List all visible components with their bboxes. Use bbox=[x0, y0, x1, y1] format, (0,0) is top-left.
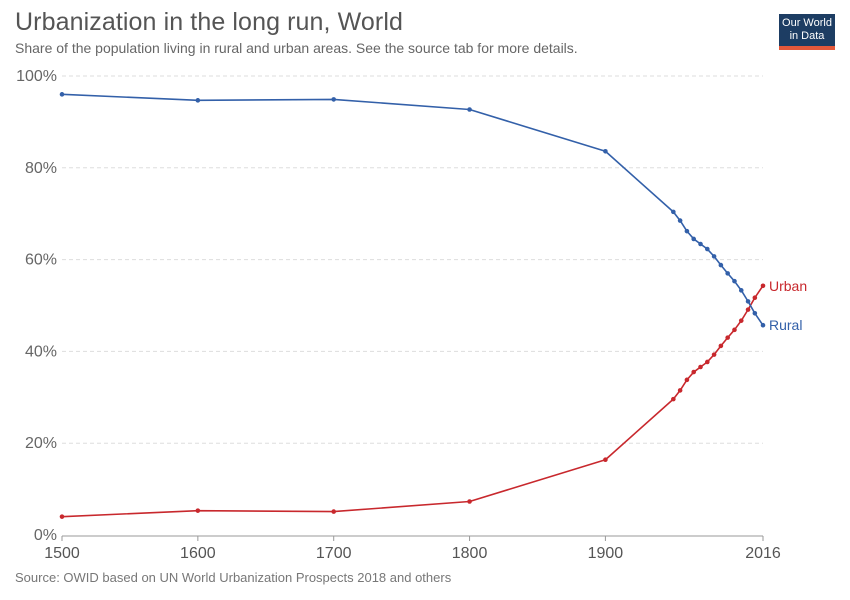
urban-data-point[interactable] bbox=[738, 318, 744, 323]
urban-data-point[interactable] bbox=[760, 283, 766, 289]
urban-data-point[interactable] bbox=[725, 335, 730, 340]
rural-data-point[interactable] bbox=[732, 278, 737, 284]
urban-data-point[interactable] bbox=[603, 457, 608, 463]
x-tick-label: 1700 bbox=[316, 545, 352, 562]
rural-data-point[interactable] bbox=[725, 271, 730, 276]
x-tick-label: 2016 bbox=[745, 545, 781, 562]
rural-series-line[interactable] bbox=[61, 93, 764, 326]
y-tick-label: 100% bbox=[16, 68, 57, 85]
rural-data-point[interactable] bbox=[705, 246, 710, 252]
urban-data-point[interactable] bbox=[711, 352, 717, 357]
x-tick-label: 1900 bbox=[588, 545, 624, 562]
urban-data-point[interactable] bbox=[745, 307, 751, 312]
chart-title: Urbanization in the long run, World bbox=[15, 8, 403, 36]
logo-line-2: in Data bbox=[789, 30, 825, 42]
rural-data-point[interactable] bbox=[677, 218, 683, 223]
rural-data-point[interactable] bbox=[698, 241, 703, 247]
rural-data-point[interactable] bbox=[745, 299, 751, 304]
urban-data-point[interactable] bbox=[752, 295, 758, 300]
urban-data-point[interactable] bbox=[732, 327, 737, 333]
rural-data-point[interactable] bbox=[760, 322, 766, 328]
urban-data-point[interactable] bbox=[195, 508, 201, 513]
gridlines bbox=[62, 75, 763, 444]
our-world-in-data-logo[interactable]: Our World in Data bbox=[779, 14, 835, 50]
y-tick-label: 80% bbox=[25, 160, 57, 177]
urban-data-point[interactable] bbox=[691, 369, 697, 375]
y-tick-label: 20% bbox=[25, 435, 57, 452]
urban-data-point[interactable] bbox=[718, 343, 724, 349]
rural-data-point[interactable] bbox=[711, 254, 717, 259]
urban-series-line[interactable] bbox=[61, 285, 764, 518]
rural-data-point[interactable] bbox=[331, 97, 337, 102]
rural-data-point[interactable] bbox=[603, 148, 608, 154]
x-tick-label: 1600 bbox=[180, 545, 216, 562]
y-tick-label: 40% bbox=[25, 343, 57, 360]
urban-data-point[interactable] bbox=[705, 359, 710, 365]
rural-data-point[interactable] bbox=[671, 209, 676, 215]
rural-data-point[interactable] bbox=[752, 311, 758, 316]
y-tick-label: 60% bbox=[25, 252, 57, 269]
source-note: Source: OWID based on UN World Urbanizat… bbox=[15, 570, 452, 585]
urban-data-point[interactable] bbox=[698, 364, 703, 370]
rural-data-point[interactable] bbox=[718, 262, 724, 268]
axes: 0% 20% 40% 60% 80% 100% 1500 1600 1700 1800 1900 20… bbox=[16, 68, 781, 562]
rural-data-point[interactable] bbox=[59, 92, 65, 97]
urban-data-point[interactable] bbox=[684, 377, 690, 383]
series-labels: Urban Rural bbox=[769, 278, 807, 333]
rural-data-point[interactable] bbox=[195, 98, 201, 103]
series-lines bbox=[59, 92, 766, 519]
logo-line-1: Our World bbox=[782, 17, 832, 29]
rural-data-point[interactable] bbox=[738, 288, 744, 293]
urban-data-point[interactable] bbox=[331, 509, 337, 514]
x-tick-label: 1500 bbox=[44, 545, 80, 562]
urban-series-label: Urban bbox=[769, 278, 807, 294]
urban-data-point[interactable] bbox=[467, 499, 472, 504]
urban-data-point[interactable] bbox=[59, 514, 65, 519]
rural-data-point[interactable] bbox=[467, 107, 472, 112]
chart-subtitle: Share of the population living in rural … bbox=[15, 40, 578, 56]
urban-data-point[interactable] bbox=[677, 388, 683, 393]
x-tick-label: 1800 bbox=[452, 545, 488, 562]
rural-data-point[interactable] bbox=[684, 228, 690, 234]
rural-data-point[interactable] bbox=[691, 236, 697, 242]
rural-series-label: Rural bbox=[769, 317, 802, 333]
y-tick-label: 0% bbox=[34, 527, 57, 544]
urban-data-point[interactable] bbox=[671, 396, 676, 402]
